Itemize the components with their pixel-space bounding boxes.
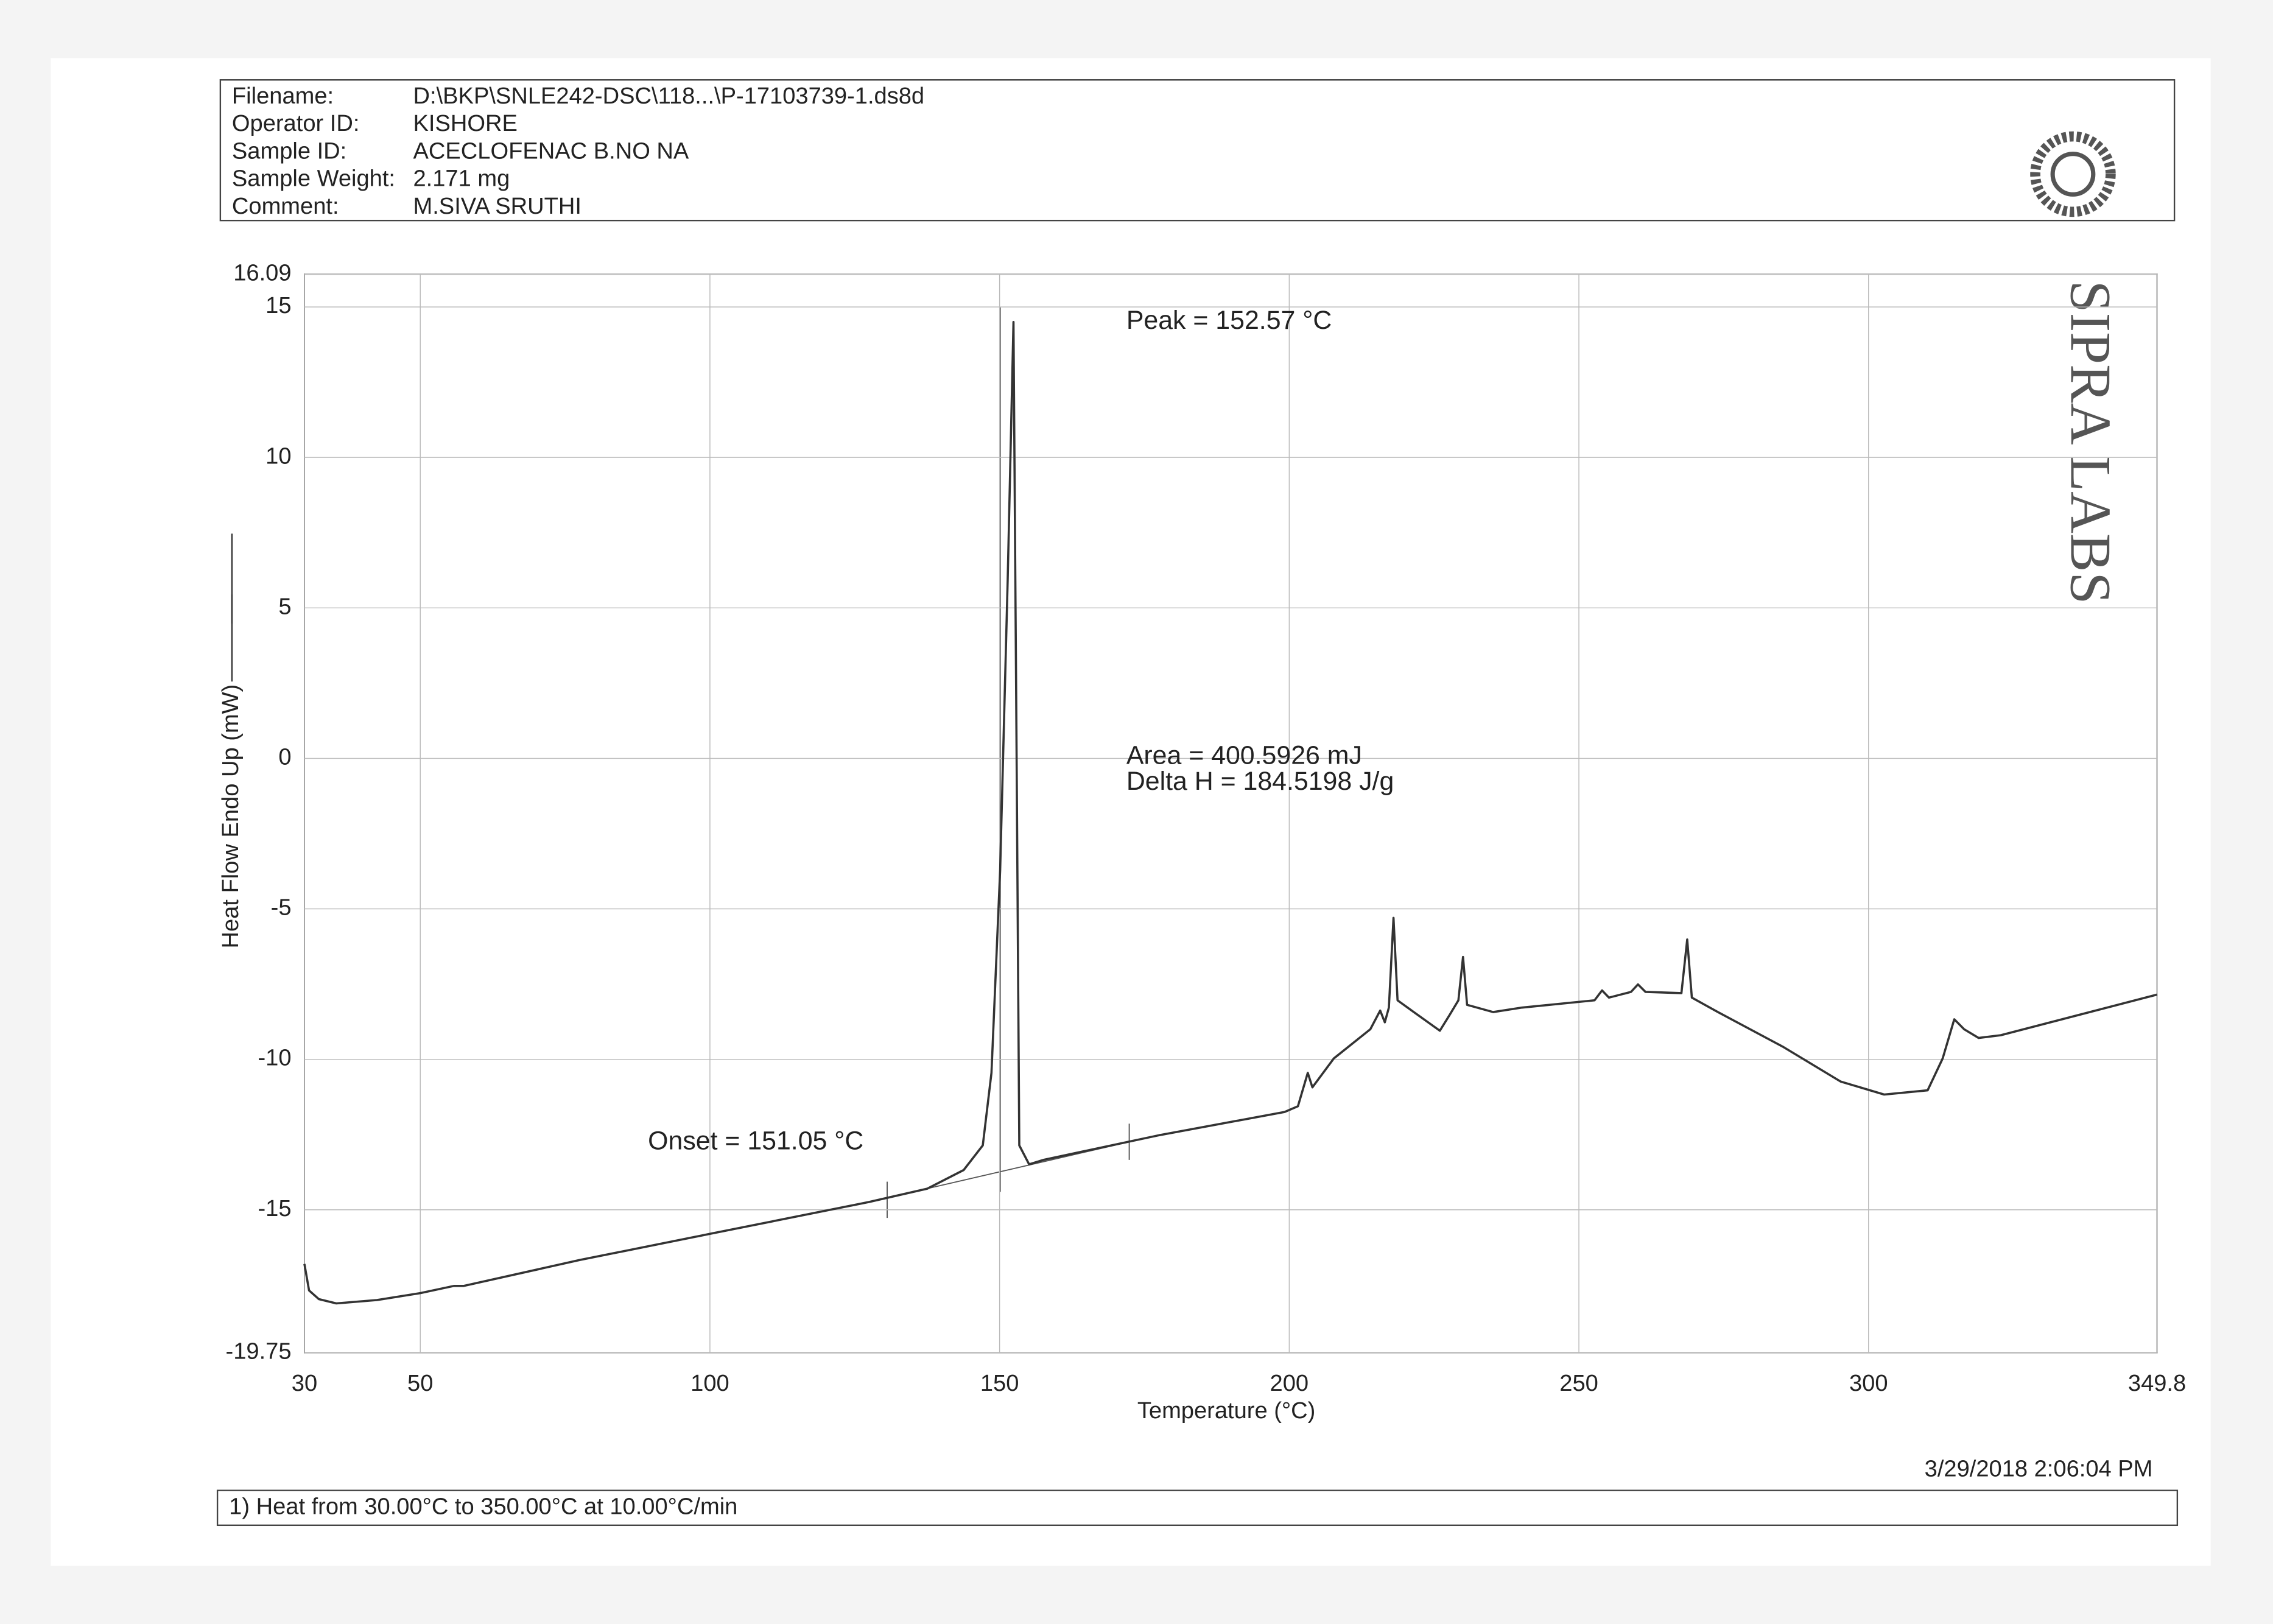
y-tick-label: -15 xyxy=(258,1196,291,1222)
info-label: Operator ID: xyxy=(232,111,360,136)
info-value: ACECLOFENAC B.NO NA xyxy=(413,138,689,164)
header-box xyxy=(219,79,2176,222)
brand: SIPRA LABS xyxy=(2059,280,2123,604)
paper xyxy=(51,58,2211,1566)
y-tick-label: -5 xyxy=(271,895,292,921)
info-label: Comment: xyxy=(232,194,339,219)
info-value: D:\BKP\SNLE242-DSC\118...\P-17103739-1.d… xyxy=(413,83,925,109)
annotation: Onset = 151.05 °C xyxy=(648,1127,863,1156)
x-tick-label: 30 xyxy=(292,1371,317,1396)
x-tick-label: 300 xyxy=(1849,1371,1888,1396)
data-line xyxy=(303,321,2157,1305)
x-tick-label: 50 xyxy=(407,1371,433,1396)
timestamp: 3/29/2018 2:06:04 PM xyxy=(1925,1456,2153,1482)
annotation: Area = 400.5926 mJ xyxy=(1126,740,1362,770)
y-tick-label: 5 xyxy=(278,594,291,619)
y-tick-label: 0 xyxy=(278,745,291,770)
info-value: M.SIVA SRUTHI xyxy=(413,194,581,219)
info-label: Filename: xyxy=(232,83,334,109)
x-tick-label: 100 xyxy=(690,1371,729,1396)
method: 1) Heat from 30.00°C to 350.00°C at 10.0… xyxy=(229,1494,737,1519)
y-tick-label: -10 xyxy=(258,1046,291,1071)
x-tick-label: 150 xyxy=(980,1371,1019,1396)
y-tick-label: -19.75 xyxy=(226,1339,292,1365)
logo xyxy=(2030,131,2116,217)
annotation: Peak = 152.57 °C xyxy=(1126,306,1332,335)
info-label: Sample ID: xyxy=(232,138,346,164)
info-value: 2.171 mg xyxy=(413,166,510,192)
y-tick-label: 16.09 xyxy=(233,260,291,286)
annotation: Delta H = 184.5198 J/g xyxy=(1126,767,1394,796)
y-tick-label: 15 xyxy=(265,293,291,318)
y-axis-label: Heat Flow Endo Up (mW) xyxy=(218,684,244,949)
footer-box xyxy=(216,1489,2179,1527)
x-tick-label: 200 xyxy=(1270,1371,1309,1396)
info-label: Sample Weight: xyxy=(232,166,395,192)
x-axis-label: Temperature (°C) xyxy=(1137,1398,1315,1424)
x-tick-label: 250 xyxy=(1559,1371,1598,1396)
y-tick-label: 10 xyxy=(265,443,291,469)
x-tick-label: 349.8 xyxy=(2128,1371,2186,1396)
info-value: KISHORE xyxy=(413,111,518,136)
